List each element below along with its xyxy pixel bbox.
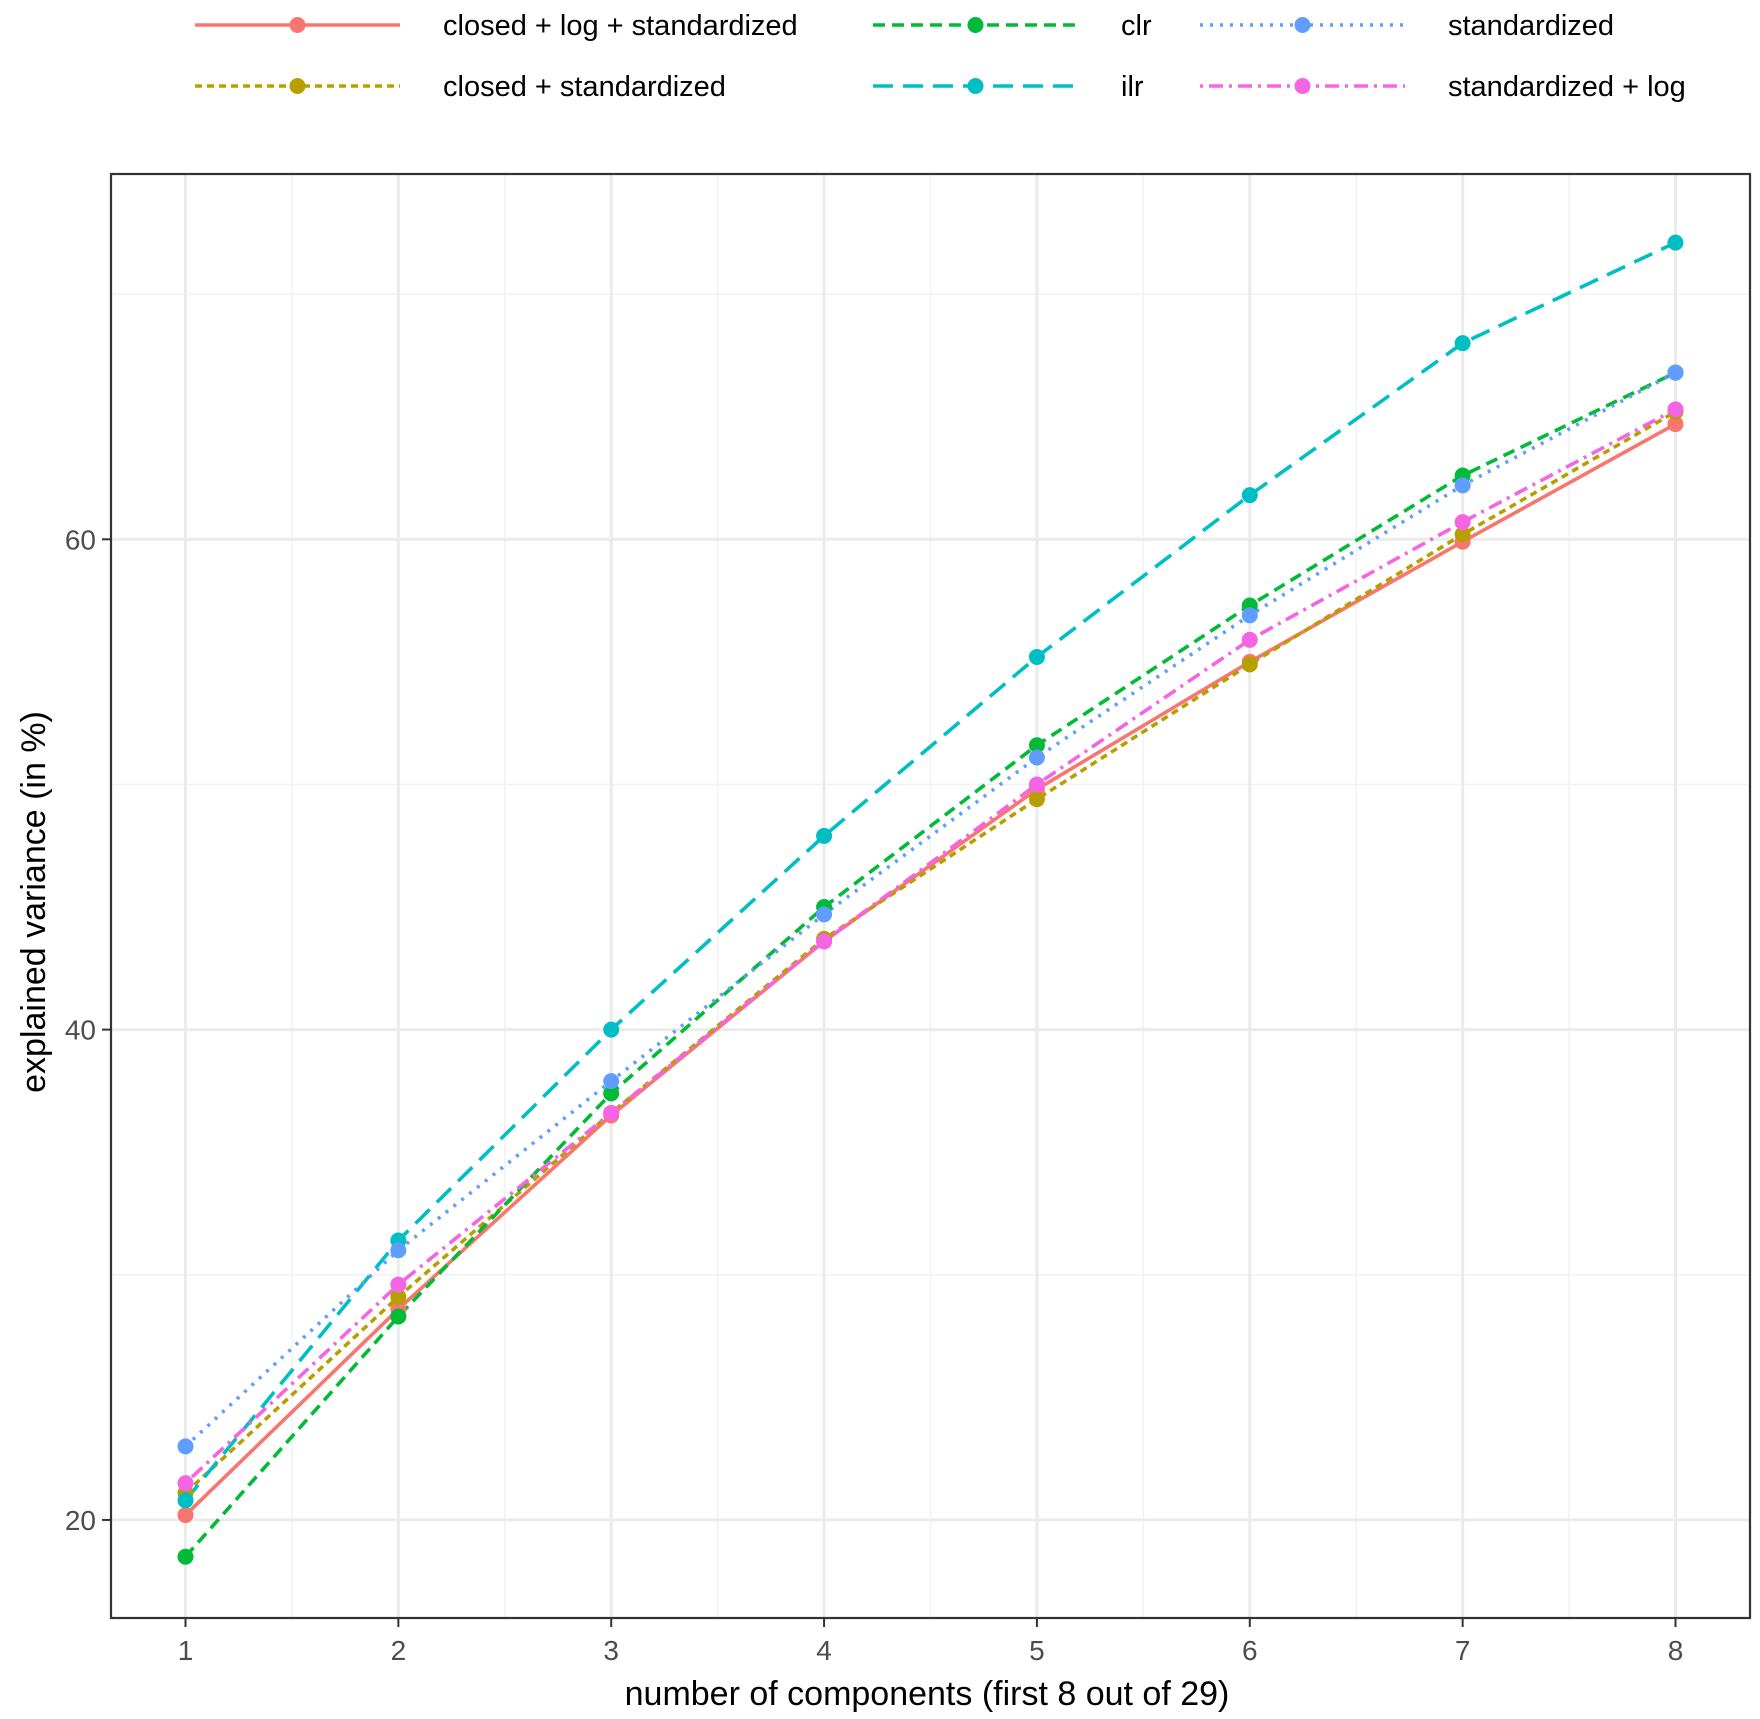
legend-label: closed + standardized: [443, 71, 726, 103]
legend-label: clr: [1121, 10, 1152, 42]
legend-item-standardized-log: standardized + log: [1200, 71, 1686, 103]
legend-label: standardized: [1448, 10, 1614, 42]
y-tick-label: 20: [65, 1505, 96, 1536]
series-line-closed-standardized: [184, 410, 1677, 1495]
x-tick-label: 2: [391, 1635, 407, 1666]
legend-item-standardized: standardized: [1200, 10, 1614, 42]
data-point-ilr: [603, 1021, 620, 1038]
y-axis-title: explained variance (in %): [15, 711, 53, 1093]
data-point-standardized: [177, 1438, 194, 1455]
data-point-closed-standardized: [1241, 656, 1258, 673]
data-point-standardized-log: [816, 933, 833, 950]
series-lines: [184, 241, 1677, 1558]
data-point-standardized-log: [1028, 776, 1045, 793]
y-tick-label: 40: [65, 1015, 96, 1046]
x-tick-label: 3: [603, 1635, 619, 1666]
data-point-standardized-log: [1667, 401, 1684, 418]
data-point-standardized: [816, 906, 833, 923]
data-point-clr: [177, 1548, 194, 1565]
legend-key-point: [1294, 78, 1311, 94]
x-tick-labels: 1 2 3 4 5 6 7 8: [178, 1635, 1684, 1666]
data-point-ilr: [1667, 234, 1684, 251]
legend-key-point: [289, 17, 306, 33]
legend-key-point: [289, 78, 306, 94]
legend-key-point: [967, 17, 984, 33]
panel-border: [109, 172, 1752, 1620]
legend-key-point: [1294, 17, 1311, 33]
data-point-standardized: [1454, 477, 1471, 494]
data-point-clr: [1028, 737, 1045, 754]
data-point-standardized: [603, 1073, 620, 1090]
data-point-standardized-log: [1241, 631, 1258, 648]
x-tick-label: 5: [1029, 1635, 1045, 1666]
axis-ticks: [102, 538, 1677, 1627]
legend-item-closed-standardized: closed + standardized: [195, 71, 726, 103]
series-points: [177, 234, 1684, 1565]
legend-label: closed + log + standardized: [443, 10, 798, 42]
data-point-standardized-log: [390, 1276, 407, 1293]
data-point-clr: [390, 1308, 407, 1325]
minor-gridlines: [111, 174, 1750, 1618]
x-tick-label: 4: [816, 1635, 832, 1666]
legend-key-point: [967, 78, 984, 94]
data-point-standardized: [1241, 607, 1258, 624]
x-axis-title: number of components (first 8 out of 29): [625, 1675, 1230, 1713]
legend-item-ilr: ilr: [873, 71, 1144, 103]
data-point-ilr: [816, 827, 833, 844]
series-line-ilr: [184, 241, 1677, 1502]
data-point-standardized: [1667, 364, 1684, 381]
x-tick-label: 6: [1242, 1635, 1258, 1666]
data-point-closed-standardized: [390, 1288, 407, 1305]
data-point-ilr: [1241, 487, 1258, 504]
x-tick-label: 7: [1455, 1635, 1471, 1666]
series-line-closed-log-standardized: [184, 422, 1677, 1517]
data-point-closed-log-standardized: [177, 1507, 194, 1524]
data-point-standardized-log: [177, 1475, 194, 1492]
data-point-clr: [603, 1085, 620, 1102]
data-point-standardized: [390, 1242, 407, 1259]
legend-label: ilr: [1121, 71, 1144, 103]
x-tick-label: 1: [178, 1635, 194, 1666]
series-line-clr: [184, 370, 1677, 1558]
legend-item-closed-log-standardized: closed + log + standardized: [195, 10, 798, 42]
y-tick-label: 60: [65, 524, 96, 555]
data-point-closed-standardized: [1028, 791, 1045, 808]
data-point-ilr: [1028, 648, 1045, 665]
data-point-ilr: [1454, 335, 1471, 352]
data-point-closed-standardized: [1454, 526, 1471, 543]
x-tick-label: 8: [1668, 1635, 1684, 1666]
data-point-closed-log-standardized: [1667, 416, 1684, 433]
legend-item-clr: clr: [873, 10, 1152, 42]
data-point-ilr: [177, 1492, 194, 1509]
y-tick-labels: 20 40 60: [65, 524, 96, 1536]
data-point-standardized: [1028, 749, 1045, 766]
data-point-standardized-log: [1454, 514, 1471, 531]
data-point-standardized-log: [603, 1104, 620, 1121]
legend: closed + log + standardized closed + stan…: [195, 10, 1686, 103]
series-line-standardized-log: [184, 407, 1677, 1485]
legend-label: standardized + log: [1448, 71, 1686, 103]
major-gridlines: [111, 174, 1750, 1618]
